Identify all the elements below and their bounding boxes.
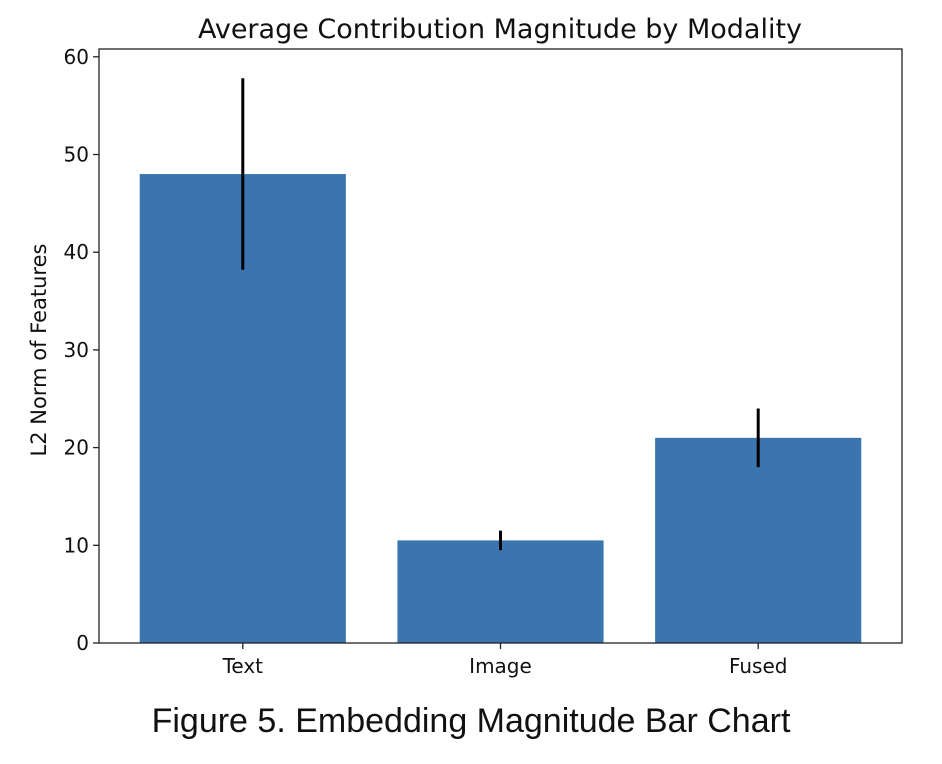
y-tick-label: 10 <box>64 533 89 557</box>
y-tick-label: 30 <box>64 338 89 362</box>
x-tick-label: Text <box>222 654 264 678</box>
plot-frame <box>98 48 903 644</box>
bar-fused <box>655 437 862 643</box>
y-tick-label: 50 <box>64 143 89 167</box>
bar-image <box>397 540 604 643</box>
figure-caption: Figure 5. Embedding Magnitude Bar Chart <box>151 702 791 740</box>
y-tick-label: 20 <box>64 436 89 460</box>
chart-title: Average Contribution Magnitude by Modali… <box>198 14 802 45</box>
y-axis-label: L2 Norm of Features <box>27 244 51 457</box>
x-tick-label: Image <box>469 654 532 678</box>
bar-chart: Average Contribution Magnitude by Modali… <box>27 14 903 678</box>
y-tick-label: 0 <box>76 631 89 655</box>
y-tick-label: 40 <box>64 240 89 264</box>
x-tick-label: Fused <box>729 654 788 678</box>
y-tick-label: 60 <box>64 45 89 69</box>
